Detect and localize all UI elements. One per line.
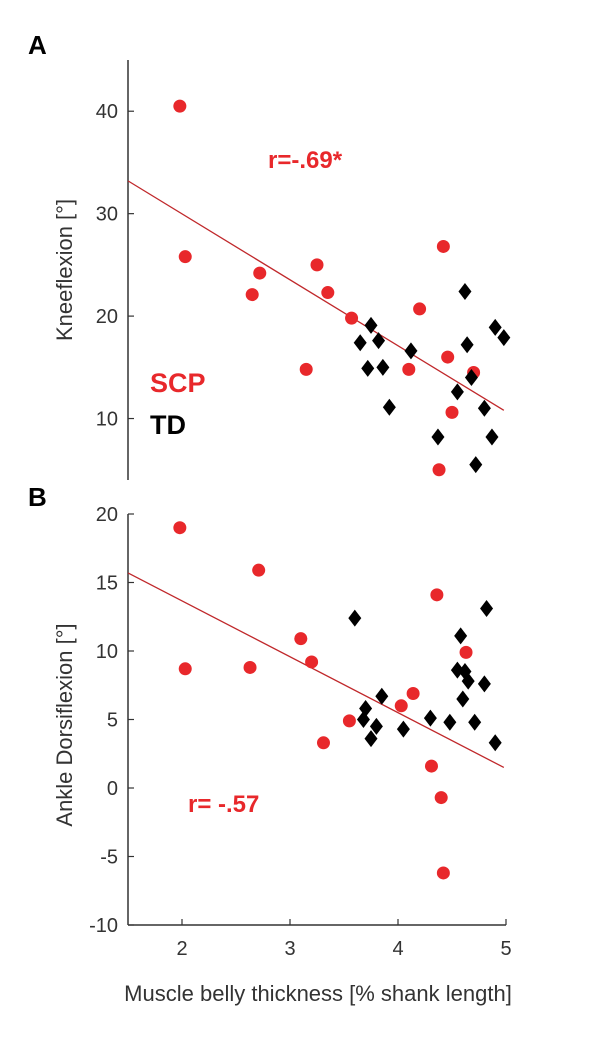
point-scp (299, 362, 313, 376)
data-points-a (173, 99, 511, 477)
point-scp (402, 362, 416, 376)
y-tick-label: 15 (96, 573, 118, 595)
panel-a: A 10 20 30 40 Kneeflexion [°] r=-.69* SCP T… (28, 30, 511, 480)
y-tick-label: 10 (96, 409, 118, 431)
point-scp (342, 714, 356, 728)
x-tick-label: 5 (500, 938, 511, 960)
fit-line-b (127, 572, 505, 769)
data-points-b (173, 521, 502, 880)
point-scp (321, 286, 335, 300)
point-td (464, 369, 478, 387)
point-td (461, 672, 475, 690)
point-td (456, 690, 470, 708)
correlation-annotation-b: r= -.57 (188, 791, 259, 818)
point-td (480, 600, 494, 618)
point-td (364, 316, 378, 334)
point-td (477, 675, 491, 693)
point-scp (245, 288, 259, 302)
point-td (404, 342, 418, 360)
point-scp (394, 699, 408, 713)
point-scp (424, 759, 438, 773)
y-tick-label: -10 (89, 915, 118, 937)
point-scp (178, 662, 192, 676)
point-td (353, 334, 367, 352)
y-axis-label-a: Kneeflexion [°] (52, 199, 77, 341)
point-td (488, 734, 502, 752)
point-scp (436, 866, 450, 880)
ticks-b: -10 -5 0 5 10 15 20 2 3 4 5 (89, 504, 511, 960)
point-scp (345, 311, 359, 325)
point-td (497, 329, 511, 347)
point-td (477, 399, 491, 417)
point-td (369, 717, 383, 735)
point-scp (432, 463, 446, 477)
fit-line-a (127, 180, 505, 411)
x-tick-label: 3 (284, 938, 295, 960)
panel-label-a: A (28, 30, 47, 60)
point-td (361, 359, 375, 377)
point-scp (178, 250, 192, 264)
y-tick-label: 20 (96, 504, 118, 526)
ticks-a: 10 20 30 40 (96, 101, 134, 431)
point-scp (436, 239, 450, 253)
point-scp (413, 302, 427, 316)
point-td (488, 318, 502, 336)
point-scp (441, 350, 455, 364)
point-scp (173, 521, 187, 535)
point-scp (459, 645, 473, 659)
point-scp (434, 791, 448, 805)
point-td (468, 713, 482, 731)
point-scp (173, 99, 187, 113)
x-tick-label: 4 (392, 938, 403, 960)
point-td (375, 687, 389, 705)
point-scp (294, 632, 308, 646)
point-td (458, 283, 472, 301)
y-axis-label-b: Ankle Dorsiflexion [°] (52, 623, 77, 826)
point-td (460, 336, 474, 354)
panel-b: B -10 -5 0 5 10 15 20 2 3 4 5 Ankle Dorsiflexion [… (28, 482, 512, 1006)
point-td (450, 661, 464, 679)
point-td (382, 398, 396, 416)
point-td (431, 428, 445, 446)
point-td (359, 700, 373, 718)
point-td (348, 609, 362, 627)
y-tick-label: 10 (96, 641, 118, 663)
point-scp (252, 563, 266, 577)
point-td (485, 428, 499, 446)
x-tick-label: 2 (176, 938, 187, 960)
correlation-annotation-a: r=-.69* (268, 147, 343, 174)
point-td (372, 332, 386, 350)
panel-label-b: B (28, 482, 47, 512)
point-td (396, 720, 410, 738)
point-td (364, 730, 378, 748)
legend-entry-scp: SCP (150, 368, 206, 398)
point-td (423, 709, 437, 727)
point-td (454, 627, 468, 645)
point-scp (310, 258, 324, 272)
point-td (376, 358, 390, 376)
point-scp (430, 588, 444, 602)
point-scp (445, 405, 459, 419)
y-tick-label: 30 (96, 204, 118, 226)
y-tick-label: 0 (107, 778, 118, 800)
point-td (443, 713, 457, 731)
y-tick-label: 20 (96, 306, 118, 328)
point-td (450, 383, 464, 401)
y-tick-label: 5 (107, 710, 118, 732)
point-scp (406, 686, 420, 700)
point-td (469, 456, 483, 474)
x-axis-label: Muscle belly thickness [% shank length] (124, 981, 512, 1006)
point-scp (305, 655, 319, 669)
point-scp (316, 736, 330, 750)
point-scp (243, 660, 257, 674)
legend-entry-td: TD (150, 410, 186, 440)
y-tick-label: -5 (100, 847, 118, 869)
y-tick-label: 40 (96, 101, 118, 123)
point-scp (253, 266, 267, 280)
